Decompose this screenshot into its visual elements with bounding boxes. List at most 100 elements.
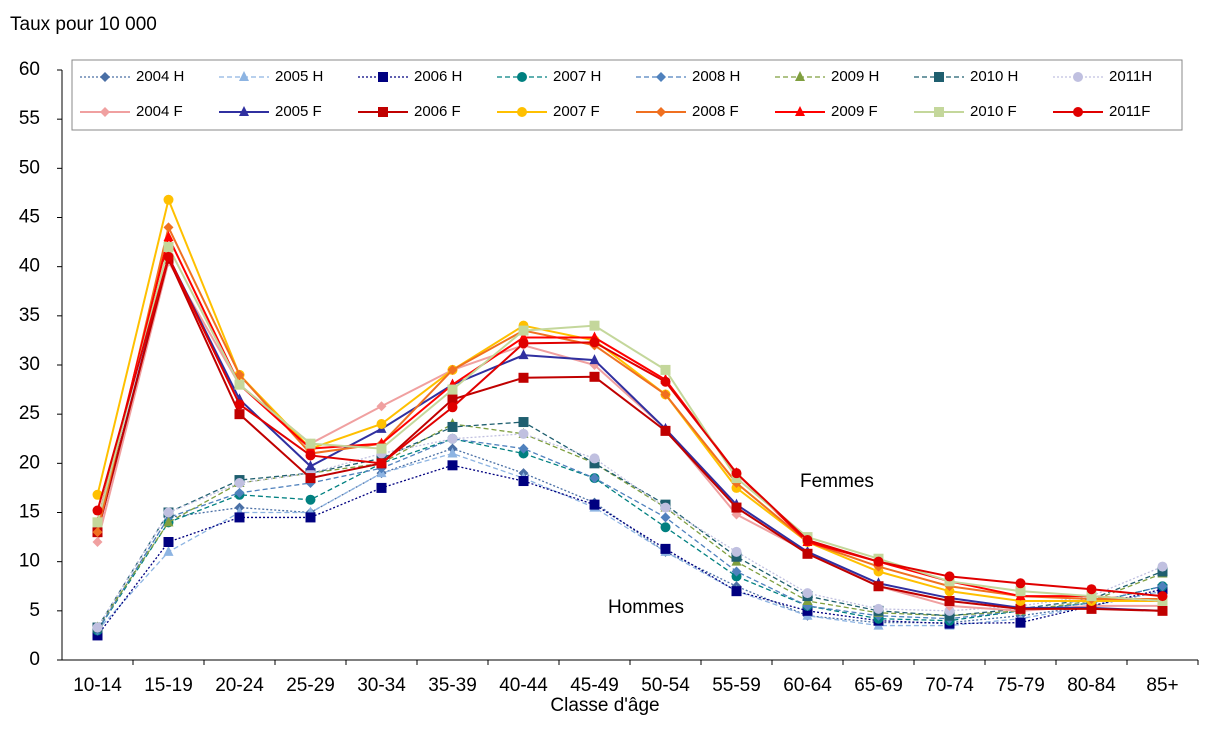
series-line xyxy=(96,255,1163,612)
data-point xyxy=(518,372,529,383)
legend-marker xyxy=(1073,72,1083,82)
data-point xyxy=(1157,561,1168,572)
series-line xyxy=(96,259,1163,612)
data-point xyxy=(376,482,387,493)
data-point xyxy=(163,242,174,252)
data-point xyxy=(802,548,813,559)
legend-marker xyxy=(934,107,944,117)
annotation: Femmes xyxy=(800,471,874,492)
data-point xyxy=(305,473,316,484)
data-point xyxy=(447,433,458,444)
annotation: Hommes xyxy=(608,597,684,618)
y-tick-label: 45 xyxy=(19,207,40,228)
legend-marker xyxy=(239,106,249,116)
legend-label: 2009 H xyxy=(831,68,879,85)
data-point xyxy=(518,428,529,439)
data-point xyxy=(1086,584,1097,595)
y-axis-label: Taux pour 10 000 xyxy=(10,14,157,35)
legend-label: 2009 F xyxy=(831,103,878,120)
data-point xyxy=(589,337,600,348)
x-tick-label: 65-69 xyxy=(854,675,903,696)
data-point xyxy=(1015,586,1026,597)
x-axis-label: Classe d'âge xyxy=(550,695,659,716)
data-point xyxy=(447,364,458,375)
legend-label: 2010 H xyxy=(970,68,1018,85)
data-point xyxy=(802,588,813,599)
y-tick-label: 20 xyxy=(19,452,40,473)
data-point xyxy=(1157,581,1168,592)
data-point xyxy=(589,320,600,331)
data-point xyxy=(163,507,174,518)
series-line xyxy=(96,438,1163,631)
y-tick-label: 60 xyxy=(19,59,40,80)
legend-label: 2011H xyxy=(1109,68,1152,85)
data-point xyxy=(376,419,387,429)
data-point xyxy=(305,460,316,471)
data-point xyxy=(660,502,671,513)
data-point xyxy=(163,251,174,262)
data-point xyxy=(589,473,600,484)
data-point xyxy=(873,556,884,567)
data-point xyxy=(163,222,174,233)
series-line xyxy=(96,234,1163,602)
data-point xyxy=(731,502,742,513)
data-point xyxy=(305,512,316,523)
data-point xyxy=(518,443,529,454)
data-point xyxy=(873,581,884,592)
series-line xyxy=(96,196,1163,602)
data-point xyxy=(518,349,529,360)
series-line xyxy=(96,447,1163,631)
data-point xyxy=(376,458,387,469)
y-tick-label: 55 xyxy=(19,108,40,129)
x-tick-label: 40-44 xyxy=(499,675,548,696)
data-point xyxy=(518,331,529,342)
legend-label: 2005 H xyxy=(275,68,323,85)
data-point xyxy=(234,399,245,410)
data-point xyxy=(305,450,316,461)
data-point xyxy=(1086,591,1097,602)
series-line xyxy=(96,253,1163,612)
data-point xyxy=(305,438,316,449)
y-tick-label: 15 xyxy=(19,502,40,523)
y-tick-label: 40 xyxy=(19,256,40,277)
series-line xyxy=(96,244,1163,602)
data-point xyxy=(1015,578,1026,589)
data-point xyxy=(660,389,671,400)
x-tick-label: 80-84 xyxy=(1067,675,1116,696)
data-point xyxy=(1015,617,1026,628)
data-point xyxy=(92,622,103,633)
data-point xyxy=(163,537,174,547)
data-point xyxy=(660,376,671,387)
legend-marker xyxy=(795,71,805,81)
legend-marker xyxy=(378,107,388,117)
legend-marker xyxy=(378,72,388,82)
data-point xyxy=(518,325,529,336)
y-tick-label: 35 xyxy=(19,305,40,326)
data-point xyxy=(944,571,955,582)
legend-marker xyxy=(517,72,527,82)
data-point xyxy=(1015,603,1026,614)
legend-marker xyxy=(100,107,110,117)
data-point xyxy=(92,505,103,516)
data-point xyxy=(92,537,103,547)
legend-marker xyxy=(100,72,110,82)
legend-label: 2008 F xyxy=(692,103,739,120)
data-point xyxy=(92,489,103,500)
data-point xyxy=(944,596,955,606)
data-point xyxy=(376,401,387,412)
x-tick-label: 45-49 xyxy=(570,675,619,696)
x-tick-label: 55-59 xyxy=(712,675,761,696)
series-line xyxy=(96,423,1163,628)
data-point xyxy=(589,499,600,510)
legend-marker xyxy=(656,72,666,82)
series-line xyxy=(96,224,1163,601)
x-tick-label: 25-29 xyxy=(286,675,335,696)
series-line xyxy=(96,254,1163,598)
data-point xyxy=(518,476,529,487)
legend-label: 2006 H xyxy=(414,68,462,85)
series-line xyxy=(96,464,1163,636)
data-point xyxy=(305,494,316,505)
legend-box xyxy=(71,59,1183,131)
data-point xyxy=(873,603,884,614)
